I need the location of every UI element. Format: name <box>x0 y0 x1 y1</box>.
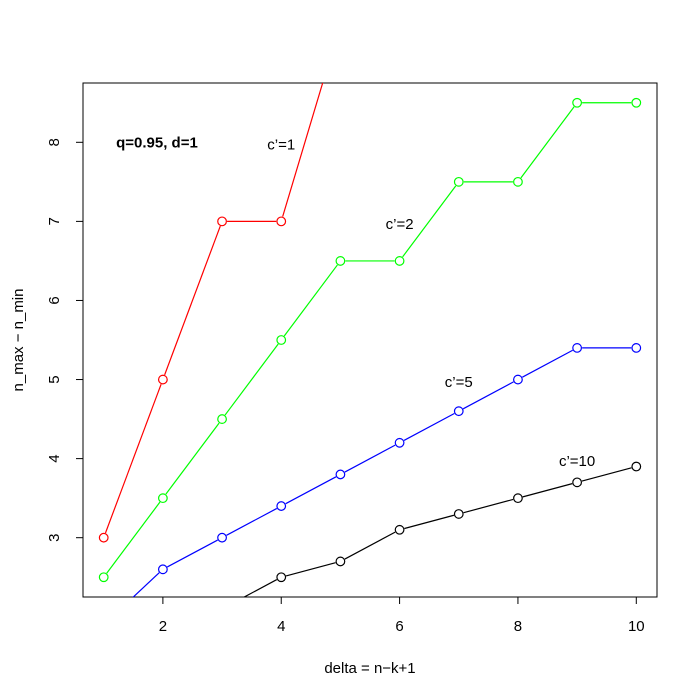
series-label: c’=1 <box>267 137 295 154</box>
series-segment <box>285 562 336 577</box>
y-tick-label: 7 <box>46 217 63 225</box>
y-tick-label: 5 <box>46 375 63 383</box>
data-point <box>157 493 168 504</box>
data-point <box>276 335 287 345</box>
data-point <box>98 532 109 543</box>
data-point <box>217 216 227 227</box>
data-point <box>99 620 108 629</box>
series-segment <box>403 412 455 441</box>
series-segment <box>168 610 218 623</box>
series-segment <box>164 225 221 376</box>
data-point <box>572 343 583 353</box>
series-segment <box>109 626 159 639</box>
data-point <box>513 176 523 187</box>
series-segment <box>463 498 514 514</box>
x-tick-label: 2 <box>159 618 167 635</box>
data-point <box>513 493 523 504</box>
series-segment <box>520 106 575 179</box>
data-point <box>631 97 642 108</box>
series-segment <box>404 514 455 530</box>
data-point <box>572 477 583 488</box>
series-label: c’=2 <box>386 216 414 233</box>
data-point <box>157 374 168 385</box>
data-point <box>394 437 405 448</box>
data-point <box>276 216 287 227</box>
y-axis: 3 4 5 6 7 8 <box>46 138 84 542</box>
data-point <box>572 97 583 108</box>
data-point <box>217 414 227 424</box>
series-segment <box>522 483 573 498</box>
series-segment <box>106 501 161 574</box>
data-point <box>217 532 227 543</box>
data-point <box>99 636 108 645</box>
x-tick-label: 6 <box>395 618 403 635</box>
series-segment <box>402 185 457 258</box>
x-axis: 2 4 6 8 10 <box>159 596 645 635</box>
data-point <box>335 256 346 266</box>
data-point <box>453 509 464 519</box>
y-tick-label: 8 <box>46 138 63 146</box>
series-segment <box>167 539 218 568</box>
data-point <box>394 524 405 535</box>
series-segment <box>522 349 573 378</box>
data-point <box>335 469 346 480</box>
series-segment <box>344 531 396 560</box>
data-point <box>394 256 405 266</box>
series <box>98 97 642 583</box>
x-tick-label: 10 <box>628 618 645 635</box>
chart-annotation: q=0.95, d=1 <box>116 134 198 151</box>
series-segment <box>462 381 514 410</box>
y-tick-label: 6 <box>46 296 63 304</box>
series <box>99 343 642 629</box>
series-segment <box>283 264 338 337</box>
data-point <box>336 19 345 28</box>
series-labels: c’=1 c’=2 c’=5 c’=10 <box>267 137 595 470</box>
series-label: c’=5 <box>445 374 473 391</box>
series-segment <box>581 467 632 482</box>
x-tick-label: 4 <box>277 618 285 635</box>
series-segment <box>132 572 160 597</box>
series <box>98 19 345 543</box>
y-axis-label: n_max − n_min <box>10 289 27 392</box>
data-point <box>98 572 109 583</box>
data-point <box>453 406 464 417</box>
y-tick-label: 3 <box>46 534 63 542</box>
data-point <box>513 374 523 385</box>
series-segment <box>104 384 162 534</box>
data-point <box>276 572 287 583</box>
x-tick-label: 8 <box>514 618 522 635</box>
x-axis-label: delta = n−k+1 <box>324 660 415 677</box>
series-layer <box>98 19 642 645</box>
series-segment <box>226 507 278 536</box>
data-point <box>276 501 287 511</box>
series-segment <box>285 476 337 505</box>
series-segment <box>224 343 279 416</box>
series-segment <box>344 444 396 473</box>
y-tick-label: 4 <box>46 454 63 462</box>
series-label: c’=10 <box>559 453 595 470</box>
data-point <box>335 556 346 567</box>
series <box>99 461 642 645</box>
series-segment <box>165 422 220 495</box>
series-segment <box>282 83 324 217</box>
data-point <box>157 564 168 575</box>
data-point <box>218 605 227 614</box>
data-point <box>631 461 642 472</box>
series-segment <box>242 579 278 597</box>
data-point <box>453 176 464 187</box>
plot-frame <box>82 82 658 598</box>
data-point <box>631 343 642 353</box>
